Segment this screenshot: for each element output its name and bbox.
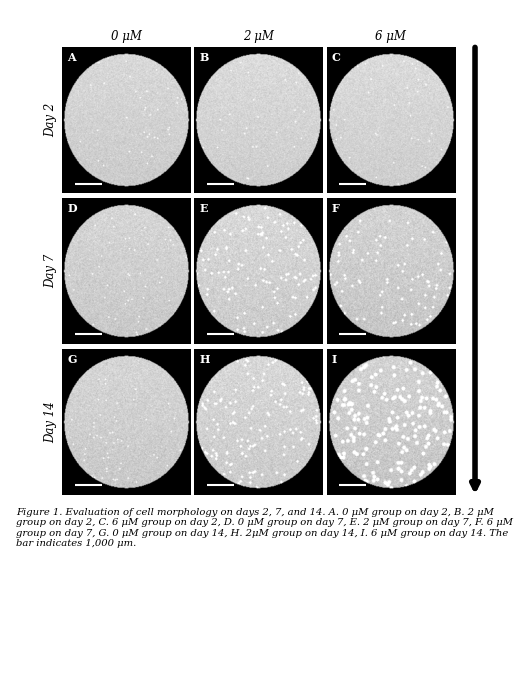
Text: B: B (199, 51, 209, 62)
Text: D: D (67, 202, 77, 213)
Text: C: C (331, 51, 340, 62)
Text: 2 μM: 2 μM (243, 29, 274, 43)
Text: F: F (331, 202, 340, 213)
Text: E: E (199, 202, 208, 213)
Text: Day 7: Day 7 (44, 254, 57, 288)
Text: I: I (331, 353, 337, 364)
Text: 0 μM: 0 μM (111, 29, 141, 43)
Text: 6 μM: 6 μM (375, 29, 406, 43)
Text: A: A (67, 51, 76, 62)
Text: Day 2: Day 2 (44, 103, 57, 137)
Text: G: G (67, 353, 77, 364)
Text: Day 14: Day 14 (44, 401, 57, 442)
Text: H: H (199, 353, 210, 364)
Text: Figure 1. Evaluation of cell morphology on days 2, 7, and 14. A. 0 μM group on d: Figure 1. Evaluation of cell morphology … (16, 508, 513, 548)
